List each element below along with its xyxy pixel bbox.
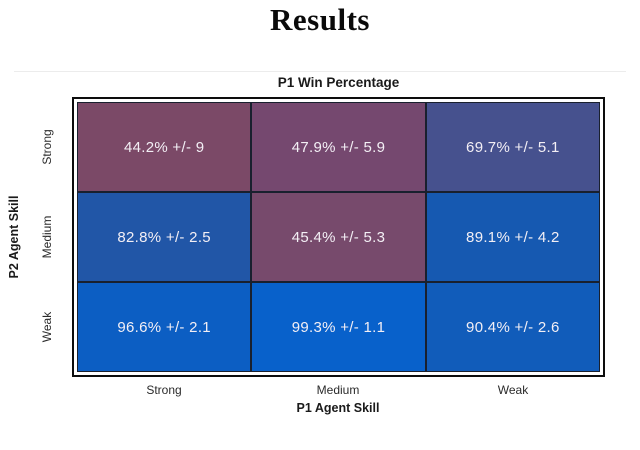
x-tick-weak: Weak [497, 383, 529, 397]
heatmap-cell-weak-strong: 96.6% +/- 2.1 [77, 282, 252, 372]
heatmap-cell-strong-medium: 47.9% +/- 5.9 [251, 102, 426, 192]
x-axis-label: P1 Agent Skill [296, 401, 380, 415]
x-tick-medium: Medium [316, 383, 360, 397]
heatmap-cell-medium-weak: 89.1% +/- 4.2 [425, 192, 600, 282]
heatmap-cell-medium-strong: 82.8% +/- 2.5 [77, 192, 252, 282]
heatmap-cell-strong-strong: 44.2% +/- 9 [77, 102, 252, 192]
heatmap-cell-medium-medium: 45.4% +/- 5.3 [251, 192, 426, 282]
y-axis-label: P2 Agent Skill [7, 195, 21, 279]
chart-title: P1 Win Percentage [277, 75, 400, 90]
page-title: Results [270, 2, 370, 37]
heatmap-grid: 44.2% +/- 9 47.9% +/- 5.9 69.7% +/- 5.1 … [77, 102, 600, 372]
x-tick-strong: Strong [146, 383, 182, 397]
y-tick-strong: Strong [40, 129, 54, 165]
heatmap-cell-weak-medium: 99.3% +/- 1.1 [251, 282, 426, 372]
heatmap-cell-weak-weak: 90.4% +/- 2.6 [425, 282, 600, 372]
y-tick-weak: Weak [40, 311, 54, 343]
y-tick-medium: Medium [40, 215, 54, 259]
heatmap-plot-area: 44.2% +/- 9 47.9% +/- 5.9 69.7% +/- 5.1 … [72, 97, 605, 377]
heatmap-cell-strong-weak: 69.7% +/- 5.1 [425, 102, 600, 192]
title-divider-line [14, 71, 626, 72]
